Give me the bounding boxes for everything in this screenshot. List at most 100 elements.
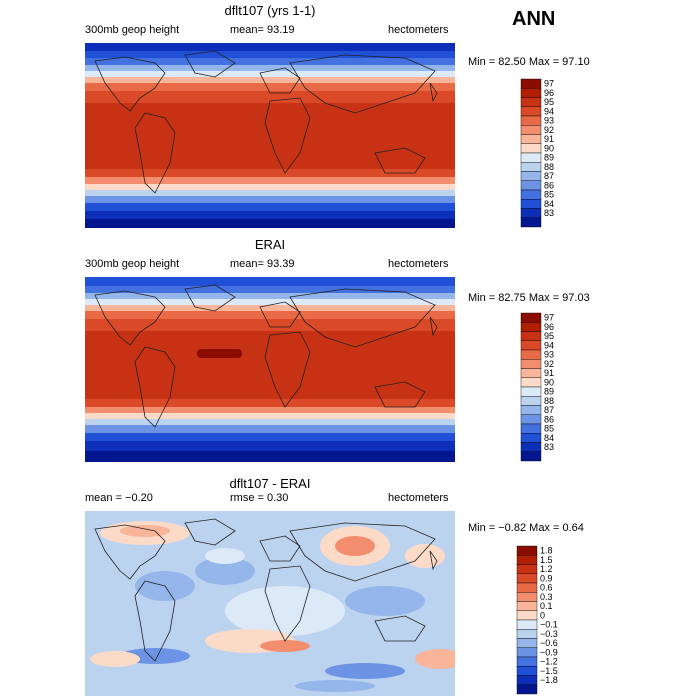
colorbar-tick-label: 97	[544, 313, 554, 323]
colorbar-swatch	[520, 88, 542, 98]
colorbar-swatch	[520, 423, 542, 434]
colorbar-swatch	[516, 656, 538, 667]
panel3-mean-label: mean = −0.20	[85, 492, 153, 504]
colorbar-tick-label: −0.9	[540, 647, 558, 657]
colorbar-tick-label: 0.9	[540, 573, 553, 583]
panel2-title: ERAI	[254, 237, 286, 252]
panel1-units-label: hectometers	[388, 24, 449, 36]
colorbar-tick-label: 93	[544, 116, 554, 126]
colorbar-tick-label: 91	[544, 368, 554, 378]
colorbar-tick-label: 83	[544, 442, 554, 452]
colorbar-tick-label: −0.3	[540, 629, 558, 639]
colorbar-swatch	[520, 97, 542, 107]
colorbar-swatch	[520, 217, 542, 228]
colorbar-swatch	[516, 592, 538, 602]
colorbar-swatch	[520, 322, 542, 332]
colorbar-tick-label: 95	[544, 331, 554, 341]
colorbar-swatch	[520, 349, 542, 360]
colorbar-swatch	[520, 377, 542, 388]
colorbar-swatch	[520, 143, 542, 154]
panel1-colorbar: 97 96 95 94 93 92 91 90 89 88 87 86 85 84 83	[520, 78, 580, 228]
panel1-mean-label: mean= 93.19	[230, 24, 295, 36]
colorbar-tick-label: 83	[544, 208, 554, 218]
colorbar-tick-label: 84	[544, 433, 554, 443]
colorbar-swatch	[516, 582, 538, 593]
panel2-colorbar: 97 96 95 94 93 92 91 90 89 88 87 86 85 84 83	[520, 312, 580, 462]
panel3-rmse-label: rmse = 0.30	[230, 492, 289, 504]
panel2-units-label: hectometers	[388, 258, 449, 270]
colorbar-swatch	[516, 610, 538, 621]
colorbar-swatch	[520, 312, 542, 323]
colorbar-swatch	[520, 189, 542, 200]
colorbar-tick-label: 85	[544, 190, 554, 200]
colorbar-swatch	[516, 545, 538, 556]
panel2-map	[85, 277, 455, 462]
colorbar-swatch	[516, 675, 538, 685]
colorbar-tick-label: 0	[540, 610, 545, 620]
colorbar-tick-label: −1.8	[540, 675, 558, 685]
colorbar-tick-label: 96	[544, 322, 554, 332]
colorbar-tick-label: 1.8	[540, 546, 553, 556]
colorbar-swatch	[516, 629, 538, 639]
colorbar-tick-label: 0.3	[540, 592, 553, 602]
colorbar-tick-label: 84	[544, 199, 554, 209]
colorbar-swatch	[520, 433, 542, 443]
colorbar-tick-label: 95	[544, 97, 554, 107]
colorbar-tick-label: 88	[544, 162, 554, 172]
colorbar-swatch	[520, 162, 542, 172]
colorbar-swatch	[520, 386, 542, 397]
colorbar-swatch	[520, 208, 542, 218]
colorbar-tick-label: −0.1	[540, 620, 558, 630]
colorbar-swatch	[520, 106, 542, 117]
colorbar-swatch	[520, 115, 542, 126]
colorbar-swatch	[516, 573, 538, 584]
panel1-variable-label: 300mb geop height	[85, 24, 180, 36]
panel2-variable-label: 300mb geop height	[85, 258, 180, 270]
colorbar-swatch	[516, 684, 538, 695]
colorbar-swatch	[520, 180, 542, 191]
colorbar-tick-label: 89	[544, 153, 554, 163]
colorbar-swatch	[516, 619, 538, 630]
panel2-mean-label: mean= 93.39	[230, 258, 295, 270]
colorbar-tick-label: 86	[544, 414, 554, 424]
colorbar-tick-label: 0.1	[540, 601, 553, 611]
colorbar-tick-label: 94	[544, 340, 554, 350]
colorbar-tick-label: −1.2	[540, 657, 558, 667]
colorbar-swatch	[520, 359, 542, 369]
colorbar-tick-label: 86	[544, 180, 554, 190]
panel3-map	[85, 511, 455, 696]
colorbar-swatch	[520, 134, 542, 144]
colorbar-tick-label: 96	[544, 88, 554, 98]
panel1-title: dflt107 (yrs 1-1)	[224, 3, 316, 18]
panel2-minmax: Min = 82.75 Max = 97.03	[468, 292, 590, 304]
panel3-title: dflt107 - ERAI	[229, 476, 311, 491]
colorbar-swatch	[520, 125, 542, 135]
colorbar-swatch	[516, 555, 538, 565]
colorbar-swatch	[520, 405, 542, 415]
colorbar-swatch	[520, 396, 542, 406]
colorbar-tick-label: 1.5	[540, 555, 553, 565]
colorbar-tick-label: 85	[544, 424, 554, 434]
colorbar-swatch	[520, 368, 542, 378]
panel3-units-label: hectometers	[388, 492, 449, 504]
colorbar-tick-label: 92	[544, 125, 554, 135]
colorbar-swatch	[516, 601, 538, 611]
colorbar-swatch	[516, 638, 538, 648]
colorbar-swatch	[516, 666, 538, 676]
colorbar-tick-label: 90	[544, 377, 554, 387]
colorbar-tick-label: 92	[544, 359, 554, 369]
figure-label: ANN	[512, 8, 556, 30]
colorbar-tick-label: 1.2	[540, 564, 553, 574]
colorbar-tick-label: 97	[544, 79, 554, 89]
colorbar-swatch	[520, 331, 542, 341]
colorbar-tick-label: 93	[544, 350, 554, 360]
colorbar-swatch	[520, 451, 542, 462]
colorbar-tick-label: 88	[544, 396, 554, 406]
panel3-minmax: Min = −0.82 Max = 0.64	[468, 522, 584, 534]
colorbar-tick-label: 87	[544, 171, 554, 181]
colorbar-swatch	[520, 78, 542, 89]
panel1-minmax: Min = 82.50 Max = 97.10	[468, 56, 590, 68]
colorbar-tick-label: 94	[544, 106, 554, 116]
colorbar-swatch	[520, 340, 542, 351]
colorbar-tick-label: −1.5	[540, 666, 558, 676]
